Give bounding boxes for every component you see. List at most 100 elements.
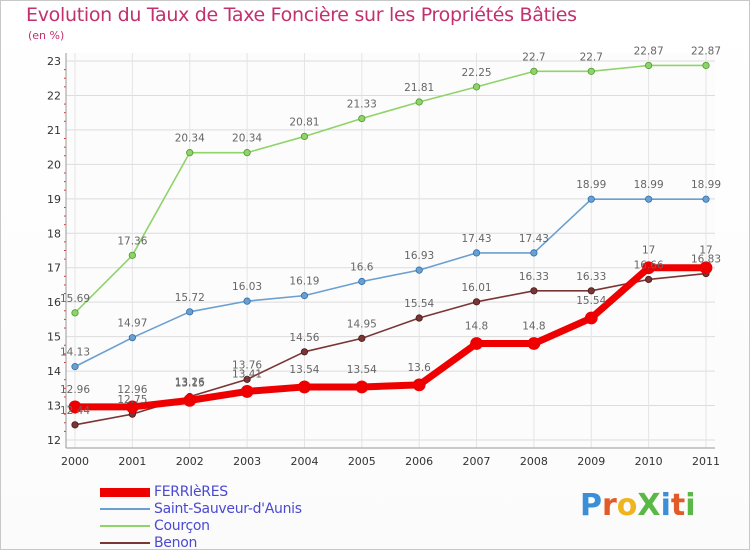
data-point <box>186 308 194 316</box>
data-label: 15.54 <box>576 295 606 307</box>
data-label: 22.25 <box>462 67 492 79</box>
legend-label: Benon <box>154 535 198 551</box>
y-tick-label: 14 <box>47 365 61 378</box>
data-label: 13.15 <box>175 377 205 389</box>
data-label: 17 <box>699 245 712 257</box>
data-label: 15.72 <box>175 292 205 304</box>
data-label: 12.44 <box>60 405 90 417</box>
data-label: 20.34 <box>232 133 262 145</box>
data-label: 13.76 <box>232 359 262 371</box>
data-label: 12.96 <box>60 384 90 396</box>
y-tick-label: 23 <box>47 55 61 68</box>
data-label: 16.83 <box>691 254 721 266</box>
x-tick-label: 2007 <box>463 455 491 468</box>
data-label: 16.93 <box>404 250 434 262</box>
data-point <box>128 334 136 342</box>
data-point <box>702 61 710 70</box>
data-point <box>300 292 309 300</box>
data-point <box>300 132 309 141</box>
legend-swatch <box>100 487 150 497</box>
data-label: 13.41 <box>232 368 262 380</box>
data-label: 16.01 <box>462 282 492 294</box>
x-tick-label: 2001 <box>118 455 146 468</box>
data-label: 20.34 <box>175 133 205 145</box>
data-label: 21.33 <box>347 99 377 111</box>
data-point <box>472 298 481 306</box>
x-tick-label: 2011 <box>692 455 720 468</box>
x-tick-label: 2000 <box>61 455 89 468</box>
data-point <box>298 380 311 394</box>
data-label: 16.6 <box>350 262 374 274</box>
data-label: 17.43 <box>462 233 492 245</box>
data-point <box>71 363 79 371</box>
y-tick-label: 21 <box>47 124 61 137</box>
series-line <box>74 64 706 314</box>
y-axis-unit: (en %) <box>28 29 65 42</box>
line-chart: 12 13 14 15 16 17 18 19 20 21 22 23 2000 2001 2002 2003… <box>47 45 721 468</box>
data-label: 15.54 <box>404 298 434 310</box>
data-label: 22.87 <box>634 45 664 57</box>
x-tick-label: 2003 <box>233 455 261 468</box>
y-tick-label: 15 <box>47 331 61 344</box>
series-line <box>74 198 706 368</box>
data-point <box>472 249 481 257</box>
x-tick-label: 2008 <box>520 455 548 468</box>
data-point <box>702 195 710 203</box>
data-point <box>645 61 653 70</box>
data-label: 14.8 <box>465 321 488 333</box>
data-point <box>186 149 194 157</box>
data-point <box>358 334 366 342</box>
data-label: 21.81 <box>404 82 434 94</box>
legend-swatch <box>100 508 150 510</box>
data-label: 15.69 <box>60 293 90 305</box>
data-point <box>645 195 653 203</box>
data-label: 20.81 <box>289 116 319 128</box>
x-tick-label: 2002 <box>176 455 204 468</box>
legend-swatch <box>100 542 150 544</box>
data-label: 17.43 <box>519 233 549 245</box>
data-point <box>71 309 79 317</box>
x-tick-label: 2010 <box>635 455 663 468</box>
data-label: 13.54 <box>347 364 377 376</box>
data-label: 12.75 <box>117 394 147 406</box>
data-point <box>243 297 251 305</box>
data-point <box>355 380 369 394</box>
data-point <box>587 287 595 295</box>
series-line <box>75 264 706 411</box>
data-label: 14.95 <box>347 318 377 330</box>
legend-swatch <box>100 525 150 527</box>
data-label: 14.97 <box>117 318 147 330</box>
data-label: 13.6 <box>407 362 431 374</box>
chart-title: Evolution du Taux de Taxe Foncière sur l… <box>26 4 577 26</box>
data-point <box>412 378 426 392</box>
data-label: 22.7 <box>580 51 603 63</box>
proxiti-logo: ProXiti <box>580 488 696 523</box>
x-tick-label: 2005 <box>348 455 376 468</box>
y-tick-label: 13 <box>47 400 61 413</box>
series-2 <box>71 61 710 317</box>
data-label: 16.03 <box>232 281 262 293</box>
x-tick-label: 2009 <box>577 455 605 468</box>
legend-label: Saint-Sauveur-d'Aunis <box>154 501 302 517</box>
data-point <box>530 249 538 257</box>
data-point <box>527 337 541 350</box>
data-label: 22.87 <box>691 45 721 57</box>
data-label: 16.66 <box>634 259 664 271</box>
data-point <box>358 114 366 123</box>
data-point <box>243 149 251 157</box>
y-tick-label: 19 <box>47 193 61 206</box>
series-1 <box>71 195 710 371</box>
data-point <box>470 337 483 350</box>
y-tick-label: 18 <box>47 227 61 240</box>
data-point <box>125 400 139 414</box>
data-label: 18.99 <box>576 179 606 191</box>
data-label: 16.33 <box>519 271 549 283</box>
data-point <box>358 277 366 286</box>
data-label: 13.26 <box>175 377 205 389</box>
data-point <box>584 311 598 325</box>
data-point <box>587 67 595 75</box>
legend-label: Courçon <box>154 518 210 534</box>
data-label: 12.96 <box>117 384 147 396</box>
data-point <box>530 287 538 295</box>
legend-label: FERRIèRES <box>154 484 228 500</box>
